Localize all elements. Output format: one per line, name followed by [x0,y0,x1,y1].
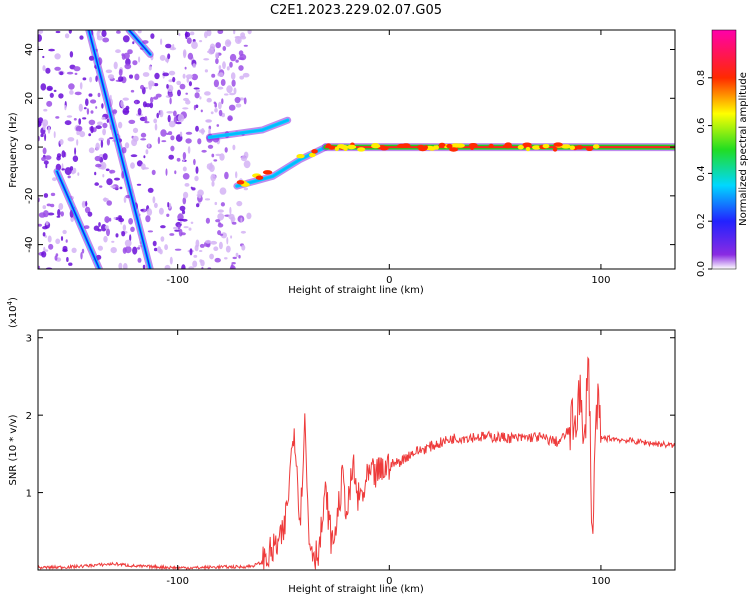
snr-xlabel: Height of straight line (km) [288,584,424,595]
heatmap-frame [37,29,676,270]
heatmap-xlabel: Height of straight line (km) [288,285,424,296]
colorbar-tick-label: 0.0 [696,261,707,277]
heatmap-feature-core [128,30,151,56]
colorbar-gradient [711,29,737,270]
snr-ytick-label: 1 [26,489,32,500]
snr-xtick-label: -100 [166,576,189,587]
snr-scale-label: (x104) [6,297,19,328]
colorbar-tick-label: 0.8 [696,70,707,86]
snr-panel: -100 0 100 1 2 3 Height of straight line (km)… [6,297,676,595]
heatmap-ytick-label: 20 [24,92,35,105]
snr-ylabel: SNR (10 * v/v) [8,414,19,485]
heatmap-panel: -100 0 100 -40 -20 0 20 40 Height of straight l… [8,29,676,296]
heatmap-blobs [236,142,600,187]
snr-ytick-label: 2 [26,411,32,422]
colorbar-ticks: 0.0 0.2 0.4 0.6 0.8 [696,70,712,277]
heatmap-ytick-label: -40 [24,236,35,252]
heatmap-ytick-label: 0 [24,144,35,150]
colorbar: 0.0 0.2 0.4 0.6 0.8 Normalized spectral ampl… [696,29,749,277]
figure-title: C2E1.2023.229.02.07.G05 [270,3,442,18]
heatmap-ytick-label: 40 [24,43,35,56]
heatmap-xtick-label: -100 [166,275,189,286]
snr-xtick-label: 0 [386,576,392,587]
heatmap-axes: -100 0 100 -40 -20 0 20 40 [24,30,675,286]
snr-scale-base: (x10 [8,305,19,328]
heatmap-xtick-label: 0 [386,275,392,286]
snr-frame [37,329,676,571]
snr-xtick-label: 100 [591,576,610,587]
colorbar-tick-label: 0.2 [696,213,707,229]
heatmap-feature-core [88,30,151,269]
snr-ytick-label: 3 [26,334,32,345]
snr-series-line [38,356,675,570]
svg-text:(x104): (x104) [6,297,19,328]
heatmap-feature-core [56,170,101,269]
heatmap-xtick-label: 100 [591,275,610,286]
heatmap-ytick-label: -20 [24,188,35,204]
colorbar-tick-label: 0.4 [696,165,707,181]
snr-scale-exp: 4 [6,300,14,305]
heatmap-feature-core [208,119,289,139]
snr-axes: -100 0 100 1 2 3 [26,330,675,587]
heatmap-content [38,30,675,269]
colorbar-tick-label: 0.6 [696,118,707,134]
heatmap-ylabel: Frequency (Hz) [8,112,19,188]
colorbar-label: Normalized spectral amplitude [738,72,749,226]
